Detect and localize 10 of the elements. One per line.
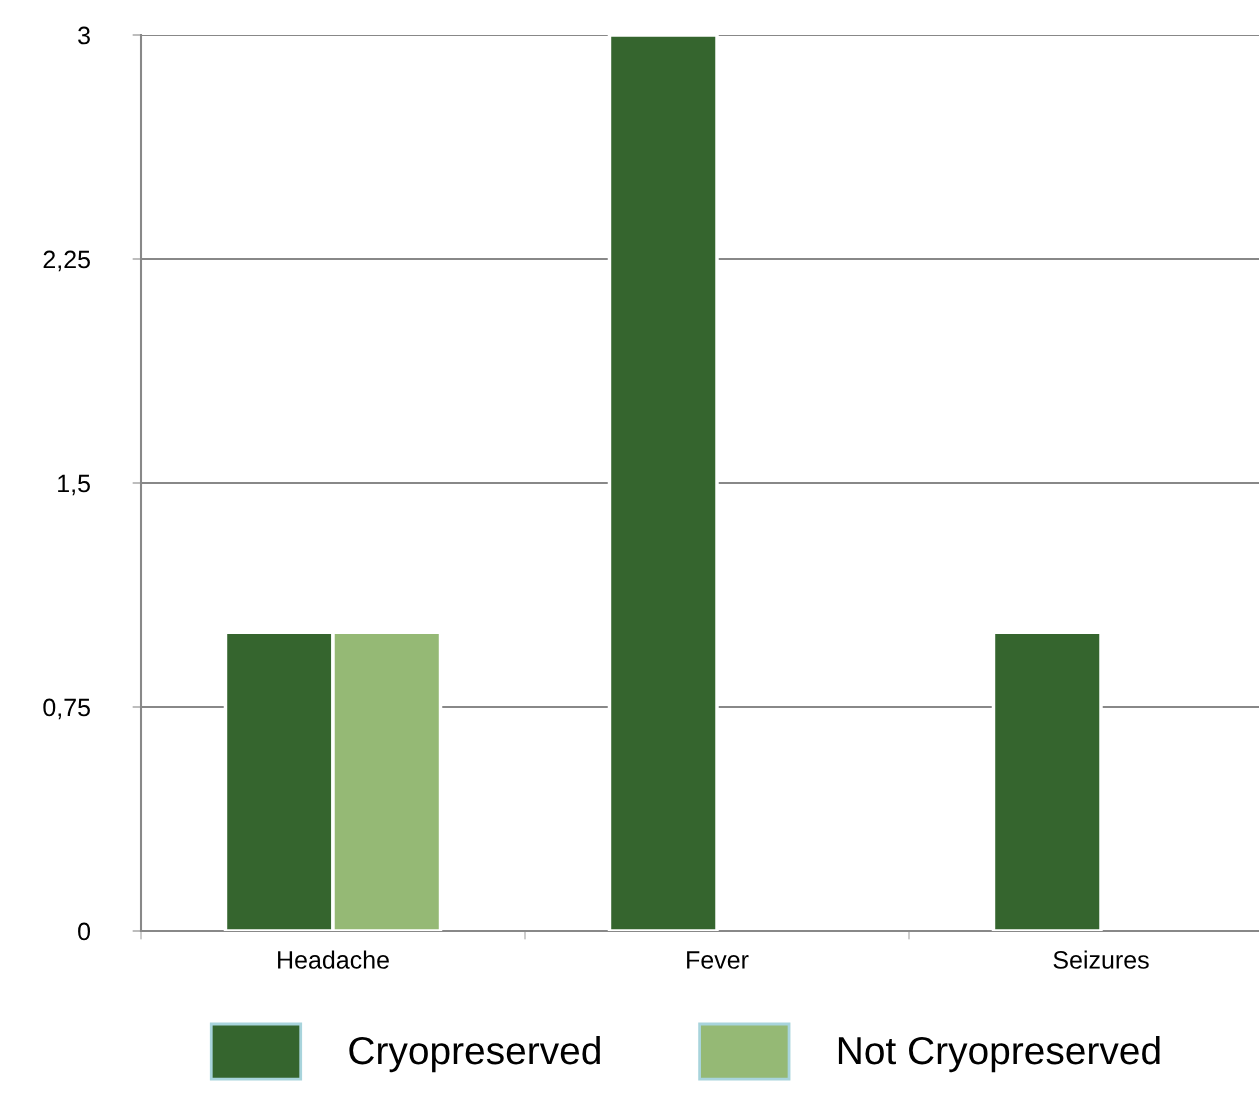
legend-label: Cryopreserved xyxy=(349,1035,600,1073)
x-tick-label: Fever xyxy=(687,951,749,969)
legend-label: Not Cryopreserved xyxy=(838,1035,1160,1073)
y-tick-label: 0,75 xyxy=(43,698,90,720)
x-tick-label: Seizures xyxy=(1053,950,1149,969)
y-tick-label: 0 xyxy=(78,922,91,941)
y-tick-label: 2,25 xyxy=(43,250,90,272)
x-tick-label: Headache xyxy=(278,950,389,969)
y-tick-label: 1,5 xyxy=(58,474,90,496)
y-tick-label: 3 xyxy=(78,26,90,45)
